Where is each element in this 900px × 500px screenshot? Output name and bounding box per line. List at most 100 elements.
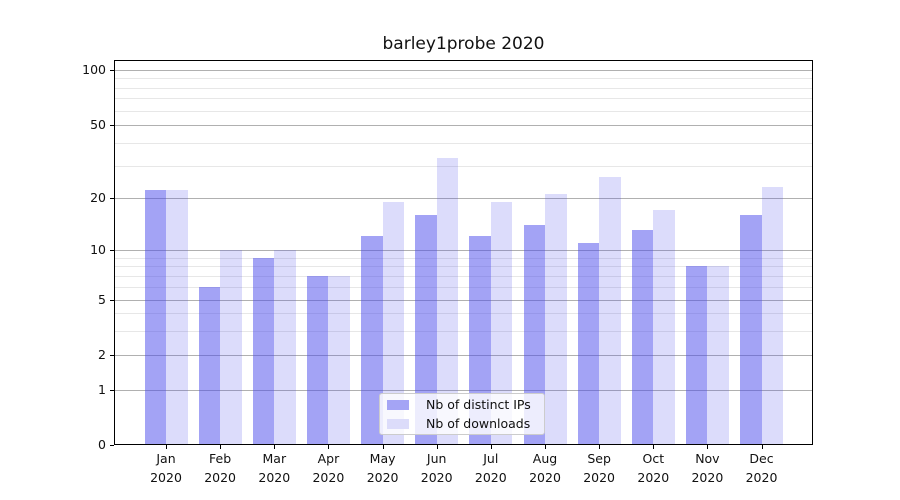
y-tick-label-2: 2 [98, 347, 106, 362]
bar-distinct-ips-jan [144, 190, 166, 445]
gridline-minor-3 [114, 330, 813, 332]
x-tick-sep [599, 445, 601, 449]
y-tick-label-5: 5 [98, 292, 106, 307]
gridline-major-2 [114, 355, 813, 356]
y-tick-100 [110, 70, 114, 71]
legend-row-downloads: Nb of downloads [380, 416, 544, 432]
x-tick-label-month: Aug [532, 451, 558, 466]
x-tick-label-year: 2020 [637, 470, 670, 485]
x-tick-label-month: Dec [749, 451, 774, 466]
x-tick-label-year: 2020 [366, 470, 399, 485]
x-tick-label-year: 2020 [474, 470, 507, 485]
x-tick-label-jan: Jan 2020 [136, 449, 196, 487]
bar-downloads-nov [707, 266, 729, 445]
x-tick-label-year: 2020 [420, 470, 453, 485]
x-tick-label-month: Mar [262, 451, 287, 466]
gridline-minor-40 [114, 142, 813, 144]
y-tick-1 [110, 390, 114, 391]
y-tick-label-0: 0 [98, 437, 106, 452]
gridline-minor-9 [114, 257, 813, 259]
legend-swatch-distinct-ips [387, 399, 409, 410]
legend: Nb of distinct IPs Nb of downloads [379, 393, 545, 435]
x-tick-dec [761, 445, 763, 449]
x-tick-label-nov: Nov 2020 [677, 449, 737, 487]
bar-distinct-ips-dec [740, 214, 762, 445]
x-tick-label-mar: Mar 2020 [244, 449, 304, 487]
x-tick-label-aug: Aug 2020 [515, 449, 575, 487]
x-tick-label-feb: Feb 2020 [190, 449, 250, 487]
gridline-major-1 [114, 390, 813, 391]
gridline-major-100 [114, 70, 813, 71]
x-tick-label-month: Feb [209, 451, 232, 466]
y-tick-0 [110, 445, 114, 446]
gridline-major-50 [114, 125, 813, 126]
x-tick-label-year: 2020 [691, 470, 724, 485]
x-tick-label-month: Sep [587, 451, 611, 466]
x-tick-apr [328, 445, 330, 449]
gridline-minor-7 [114, 275, 813, 277]
bar-downloads-jul [490, 201, 513, 445]
chart-title: barley1probe 2020 [382, 34, 545, 54]
x-tick-label-month: Nov [695, 451, 720, 466]
x-tick-label-sep: Sep 2020 [569, 449, 629, 487]
gridline-minor-70 [114, 98, 813, 100]
x-tick-label-jul: Jul 2020 [461, 449, 521, 487]
y-tick-50 [110, 125, 114, 126]
x-tick-label-year: 2020 [745, 470, 778, 485]
bar-downloads-mar [274, 250, 296, 445]
y-tick-label-50: 50 [90, 117, 106, 132]
bar-downloads-sep [599, 177, 621, 445]
y-tick-20 [110, 198, 114, 199]
gridline-minor-30 [114, 165, 813, 167]
x-tick-label-month: Jun [426, 451, 447, 466]
bar-distinct-ips-sep [577, 242, 600, 445]
bar-downloads-dec [761, 186, 783, 445]
x-tick-label-year: 2020 [312, 470, 345, 485]
bar-downloads-may [382, 201, 405, 445]
x-tick-label-month: Jul [483, 451, 499, 466]
x-tick-feb [220, 445, 222, 449]
bar-downloads-feb [220, 250, 242, 445]
y-tick-10 [110, 250, 114, 251]
y-tick-label-10: 10 [90, 242, 106, 257]
gridline-major-5 [114, 300, 813, 301]
x-tick-label-month: Oct [642, 451, 665, 466]
bar-distinct-ips-feb [198, 286, 221, 445]
x-tick-jan [166, 445, 167, 449]
x-tick-label-may: May 2020 [353, 449, 413, 487]
bar-distinct-ips-may [361, 236, 383, 445]
bar-distinct-ips-oct [631, 230, 654, 445]
bar-distinct-ips-jul [469, 236, 491, 445]
gridline-minor-60 [114, 110, 813, 112]
x-tick-label-month: Apr [317, 451, 340, 466]
gridline-minor-6 [114, 286, 813, 288]
bar-downloads-aug [545, 194, 567, 445]
x-tick-label-year: 2020 [529, 470, 561, 485]
y-tick-label-20: 20 [90, 190, 106, 205]
x-tick-label-apr: Apr 2020 [298, 449, 358, 487]
bar-distinct-ips-mar [252, 257, 275, 445]
x-tick-nov [707, 445, 709, 449]
x-tick-label-dec: Dec 2020 [732, 449, 792, 487]
gridline-minor-4 [114, 313, 813, 315]
bar-distinct-ips-apr [306, 275, 329, 445]
x-tick-label-month: May [369, 451, 396, 466]
bar-downloads-jan [166, 190, 188, 445]
x-tick-label-year: 2020 [204, 470, 236, 485]
bar-downloads-oct [653, 210, 675, 445]
legend-label-downloads: Nb of downloads [426, 416, 531, 431]
y-tick-label-100: 100 [82, 62, 106, 77]
gridline-minor-90 [114, 78, 813, 80]
x-tick-label-year: 2020 [150, 470, 182, 485]
bar-distinct-ips-jun [415, 214, 437, 445]
x-tick-mar [274, 445, 276, 449]
gridline-major-10 [114, 250, 813, 251]
gridline-minor-80 [114, 87, 813, 89]
x-tick-label-oct: Oct 2020 [623, 449, 683, 487]
y-tick-2 [110, 355, 114, 356]
x-tick-may [382, 445, 384, 449]
x-tick-jul [490, 445, 492, 449]
bar-distinct-ips-nov [685, 266, 708, 445]
x-tick-label-year: 2020 [258, 470, 291, 485]
